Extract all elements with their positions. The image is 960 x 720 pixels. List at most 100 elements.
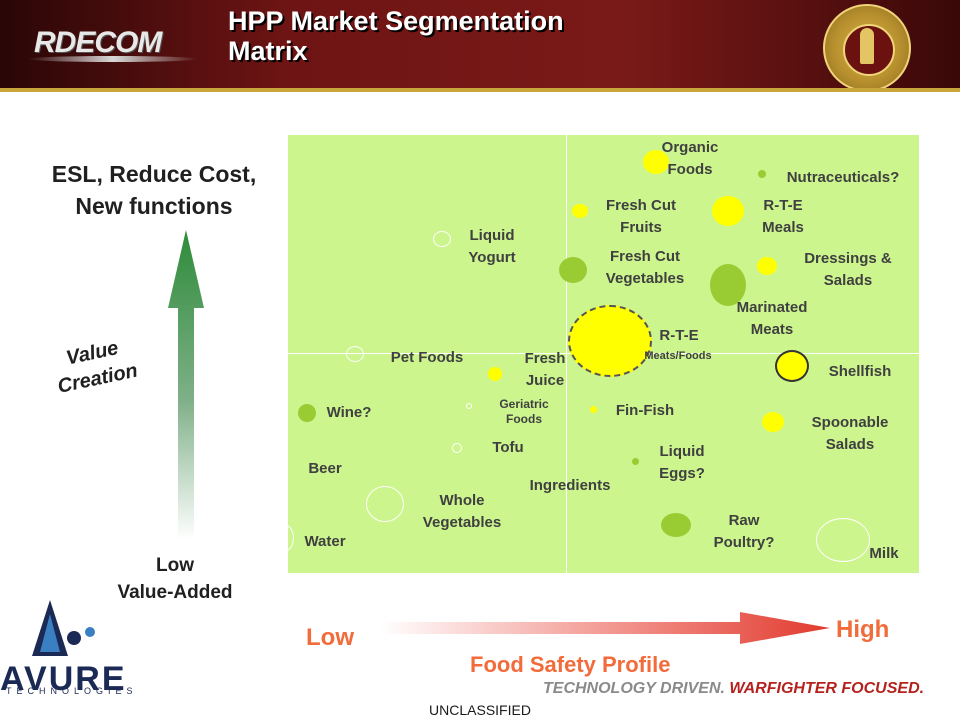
title-line-2: Matrix [228, 36, 308, 66]
bubble-pet-foods [346, 346, 364, 362]
label-fresh-juice: Fresh Juice [525, 348, 566, 392]
army-natick-seal [823, 4, 911, 92]
label-ss-line1: Spoonable [811, 414, 889, 431]
food-safety-profile-label: Food Safety Profile [470, 652, 671, 677]
value-axis-top-label: ESL, Reduce Cost, New functions [20, 158, 288, 222]
label-rte-meals: R-T-E Meals [762, 195, 804, 239]
bubble-geriatric-foods [466, 403, 472, 409]
esl-line-1: ESL, Reduce Cost, [51, 161, 257, 187]
label-wv-line1: Whole [439, 492, 485, 509]
label-ly-line2: Yogurt [468, 249, 516, 266]
label-rp-line1: Raw [728, 512, 760, 529]
seal-figure [860, 28, 874, 64]
bubble-rte-meals [712, 196, 744, 226]
label-fin-fish: Fin-Fish [616, 400, 674, 422]
label-rtem-line2: Meals [762, 219, 804, 236]
label-fj-line2: Juice [525, 372, 565, 389]
bubble-whole-vegetables [366, 486, 404, 522]
label-rtemf-line2: Meats/Foods [644, 350, 712, 362]
label-fresh-cut-fruits: Fresh Cut Fruits [606, 195, 676, 239]
bubble-liquid-eggs [632, 458, 639, 465]
label-fcf-line1: Fresh Cut [605, 197, 677, 214]
label-sf-line: Shellfish [828, 363, 892, 380]
matrix-vertical-divider [566, 135, 567, 573]
label-liquid-yogurt: Liquid Yogurt [468, 225, 515, 269]
bubble-dressings-salads [757, 257, 777, 275]
label-organic-line1: Organic [661, 139, 719, 156]
title-line-1: HPP Market Segmentation [228, 6, 564, 36]
label-geriatric-foods: Geriatric Foods [499, 397, 548, 427]
label-fcf-line2: Fruits [620, 219, 662, 236]
bubble-raw-poultry [661, 513, 691, 537]
label-rtemf-line1: R-T-E [659, 327, 699, 344]
label-ing-line: Ingredients [529, 477, 611, 494]
label-marinated-meats: Marinated Meats [737, 297, 808, 341]
label-pf-line: Pet Foods [390, 349, 464, 366]
bubble-nutraceuticals [758, 170, 766, 178]
bubble-tofu [452, 443, 462, 453]
bubble-fresh-cut-fruits [572, 204, 588, 218]
tagline: TECHNOLOGY DRIVEN. WARFIGHTER FOCUSED. [543, 680, 924, 698]
label-ly-line1: Liquid [469, 227, 515, 244]
label-wine-line: Wine? [326, 404, 372, 421]
label-mm-line2: Meats [750, 321, 794, 338]
label-pet-foods: Pet Foods [391, 347, 464, 369]
safety-low-label: Low [306, 624, 354, 651]
bubble-milk [816, 518, 870, 562]
classification-marking: UNCLASSIFIED [429, 702, 531, 718]
label-nutra-line: Nutraceuticals? [786, 169, 900, 186]
label-fcv-line1: Fresh Cut [609, 248, 681, 265]
label-nutraceuticals: Nutraceuticals? [787, 167, 900, 189]
label-rp-line2: Poultry? [713, 534, 775, 551]
label-spoonable-salads: Spoonable Salads [812, 412, 889, 456]
rdecom-logo: RDECOM [28, 22, 203, 68]
label-whole-vegetables: Whole Vegetables [423, 490, 501, 534]
tagline-warfighter: WARFIGHTER FOCUSED. [729, 680, 925, 697]
bubble-wine [298, 404, 316, 422]
lowva-line-2: Value-Added [117, 582, 233, 603]
label-gf-line1: Geriatric [499, 397, 549, 411]
avure-logo-icon [32, 600, 95, 656]
label-milk: Milk [869, 543, 898, 565]
label-beer: Beer [308, 458, 341, 480]
value-arrow-up [168, 230, 204, 540]
bubble-spoonable-salads [762, 412, 784, 432]
label-liquid-eggs: Liquid Eggs? [659, 441, 705, 485]
label-raw-poultry: Raw Poultry? [714, 510, 775, 554]
lowva-line-1: Low [156, 555, 194, 576]
label-organic-line2: Foods [667, 161, 713, 178]
bubble-fresh-cut-vegetables [559, 257, 587, 283]
label-ff-line: Fin-Fish [615, 402, 675, 419]
label-wv-line2: Vegetables [422, 514, 502, 531]
avure-technologies: TECHNOLOGIES [6, 686, 138, 696]
bubble-marinated-meats [710, 264, 746, 306]
avure-wordmark: AVURE [0, 660, 127, 698]
label-tofu: Tofu [492, 437, 523, 459]
food-safety-arrow [380, 612, 830, 644]
label-fresh-cut-vegetables: Fresh Cut Vegetables [606, 246, 684, 290]
label-ds-line1: Dressings & [804, 250, 892, 267]
header-gold-line [0, 88, 960, 92]
bubble-fresh-juice [488, 367, 502, 381]
bubble-organic-foods [643, 150, 669, 174]
label-fcv-line2: Vegetables [605, 270, 685, 287]
bubble-rte-meats-foods [568, 305, 652, 377]
label-gf-line2: Foods [505, 412, 542, 426]
low-value-added-label: Low Value-Added [80, 552, 270, 606]
label-shellfish: Shellfish [829, 361, 892, 383]
label-ds-line2: Salads [823, 272, 873, 289]
label-rtem-line1: R-T-E [763, 197, 803, 214]
bubble-liquid-yogurt [433, 231, 451, 247]
bubble-fin-fish [590, 406, 597, 413]
avure-logo: AVURE TECHNOLOGIES [0, 598, 133, 698]
label-dressings-salads: Dressings & Salads [804, 248, 892, 292]
bubble-water [270, 523, 294, 553]
label-ss-line2: Salads [825, 436, 875, 453]
label-le-line1: Liquid [659, 443, 705, 460]
label-water: Water [304, 531, 345, 553]
logo-swoosh [28, 56, 198, 62]
label-le-line2: Eggs? [659, 465, 705, 482]
tagline-technology: TECHNOLOGY DRIVEN. [543, 680, 725, 697]
label-fj-line1: Fresh [524, 350, 566, 367]
label-rte-meats-foods: R-T-E [659, 325, 698, 347]
